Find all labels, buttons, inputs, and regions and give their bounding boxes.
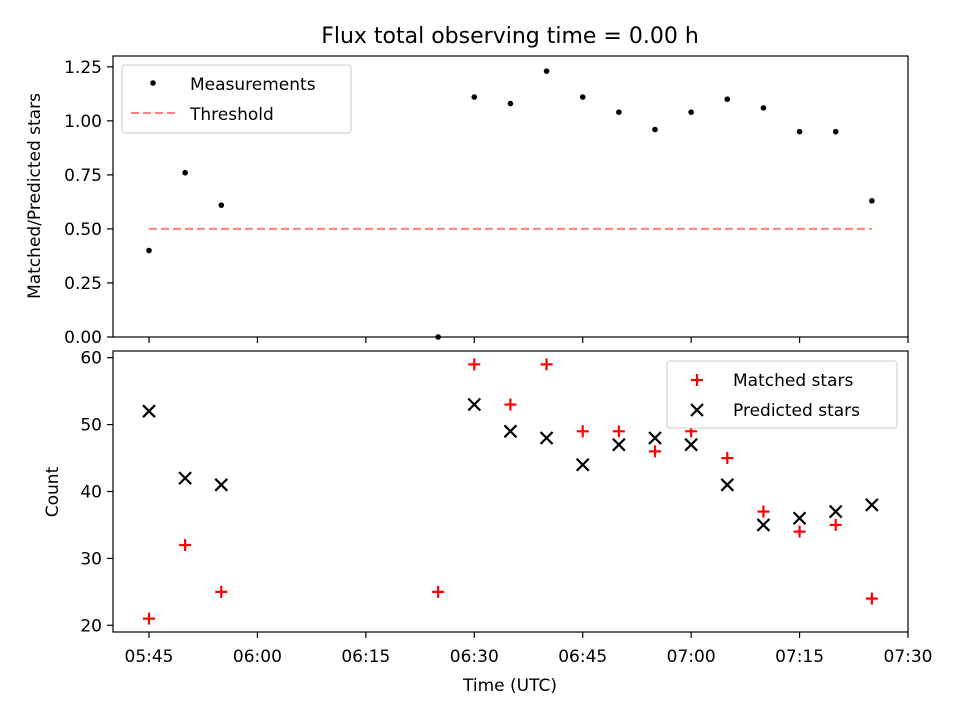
matched-stars-point [612, 425, 625, 438]
legend-threshold-label: Threshold [189, 105, 274, 125]
measurement-point [579, 94, 586, 100]
matched-stars-point [143, 612, 155, 625]
matched-stars-point [649, 445, 661, 458]
ratio-y-ticks: 0.00 0.25 0.50 0.75 1.00 1.25 [64, 58, 113, 348]
count-x-ticks: 05:45 06:00 06:15 06:30 06:45 07:00 07:15 07:30 [125, 632, 933, 667]
y-tick-label: 1.00 [64, 112, 102, 132]
measurement-point [507, 100, 514, 107]
measurement-point [652, 126, 658, 133]
x-axis-label: Time (UTC) [462, 676, 557, 696]
ratio-marks [146, 68, 875, 340]
legend-predicted-marker [690, 403, 704, 417]
y-tick-label: 40 [80, 483, 102, 503]
ratio-panel: 0.00 0.25 0.50 0.75 1.00 1.25 Matched/Predict… [25, 55, 909, 348]
matched-stars-point [576, 425, 589, 438]
matched-stars-point [865, 592, 878, 605]
measurement-point [832, 128, 839, 135]
y-tick-label: 60 [80, 349, 102, 369]
predicted-stars-point [214, 478, 229, 492]
y-tick-label: 50 [80, 416, 102, 436]
predicted-stars-point [648, 431, 662, 445]
predicted-stars-point [142, 404, 156, 418]
legend-matched-label: Matched stars [733, 371, 853, 391]
predicted-stars-point [756, 518, 771, 532]
matched-stars-point [793, 525, 806, 538]
chart-title: Flux total observing time = 0.00 h [321, 24, 699, 49]
ratio-panel-frame [112, 55, 909, 338]
y-tick-label: 1.25 [64, 58, 102, 78]
y-tick-label: 0.25 [64, 274, 102, 294]
legend-predicted-label: Predicted stars [733, 401, 860, 421]
x-tick-label: 06:30 [450, 647, 499, 667]
count-y-axis-label: Count [43, 466, 63, 517]
predicted-stars-point [467, 397, 482, 412]
x-tick-label: 05:45 [125, 647, 174, 667]
y-tick-label: 0.50 [64, 220, 102, 240]
measurement-point [869, 198, 875, 204]
predicted-stars-point [865, 498, 879, 512]
measurement-point [724, 96, 731, 103]
y-tick-label: 20 [80, 616, 102, 636]
count-legend: Matched stars Predicted stars [666, 360, 898, 429]
y-tick-label: 30 [80, 549, 102, 569]
measurement-point [182, 169, 188, 176]
x-tick-label: 07:00 [667, 647, 716, 667]
predicted-stars-point [575, 457, 590, 472]
measurement-point [471, 94, 478, 100]
legend-matched-marker [691, 374, 703, 386]
measurement-point [435, 334, 441, 340]
x-tick-label: 07:30 [884, 647, 933, 667]
matched-stars-point [215, 585, 228, 598]
predicted-stars-point [539, 431, 554, 445]
predicted-stars-point [503, 424, 518, 439]
y-tick-label: 0.75 [64, 166, 102, 186]
matched-stars-point [721, 452, 734, 465]
ratio-legend: Measurements Threshold [121, 64, 352, 134]
predicted-stars-point [828, 504, 843, 519]
y-tick-label: 0.00 [64, 328, 102, 348]
ratio-x-ticks [148, 337, 909, 343]
measurement-point [616, 109, 622, 115]
measurement-point [760, 105, 767, 111]
matched-stars-point [468, 358, 481, 371]
legend-measurements-label: Measurements [190, 75, 316, 95]
measurement-point [218, 202, 225, 208]
x-tick-label: 06:45 [558, 647, 607, 667]
ratio-y-axis-label: Matched/Predicted stars [25, 93, 45, 299]
measurement-point [543, 68, 550, 74]
matched-stars-point [179, 539, 192, 552]
measurement-point [146, 247, 152, 254]
x-tick-label: 07:15 [775, 647, 824, 667]
ratio-legend-box [121, 64, 352, 134]
measurement-point [688, 109, 694, 115]
count-marks [142, 358, 879, 625]
measurement-point [796, 128, 803, 135]
x-tick-label: 06:00 [233, 647, 282, 667]
predicted-stars-point [684, 437, 698, 452]
matched-stars-point [504, 398, 517, 411]
count-legend-box [666, 360, 898, 429]
predicted-stars-point [178, 471, 192, 485]
count-y-ticks: 20 30 40 50 60 [80, 349, 113, 636]
legend-measurements-marker [150, 80, 156, 86]
predicted-stars-point [612, 437, 626, 452]
matched-stars-point [829, 518, 842, 531]
count-panel: 20 30 40 50 60 05:45 06:00 06:15 06:30 06:45 07:0… [43, 349, 933, 696]
matched-stars-point [540, 358, 553, 371]
predicted-stars-point [720, 478, 735, 492]
predicted-stars-point [792, 511, 807, 526]
matched-stars-point [432, 585, 445, 598]
matched-stars-point [757, 505, 770, 518]
x-tick-label: 06:15 [341, 647, 390, 667]
